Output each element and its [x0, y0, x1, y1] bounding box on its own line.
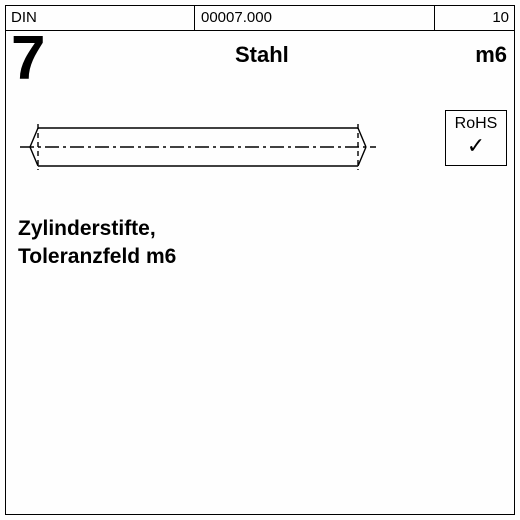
- standard-number: 7: [11, 28, 45, 90]
- description-line1: Zylinderstifte,: [18, 215, 176, 243]
- rohs-badge: RoHS ✓: [445, 110, 507, 166]
- description-line2: Toleranzfeld m6: [18, 243, 176, 271]
- header-right-code: 10: [435, 5, 515, 30]
- description-block: Zylinderstifte, Toleranzfeld m6: [18, 215, 176, 272]
- rohs-check-icon: ✓: [446, 135, 506, 157]
- header-article-code: 00007.000: [195, 5, 435, 30]
- material-label: Stahl: [235, 42, 289, 68]
- rohs-label: RoHS: [446, 115, 506, 133]
- tolerance-label: m6: [475, 42, 507, 68]
- pin-drawing: [18, 118, 388, 178]
- header-row: DIN 00007.000 10: [5, 5, 515, 31]
